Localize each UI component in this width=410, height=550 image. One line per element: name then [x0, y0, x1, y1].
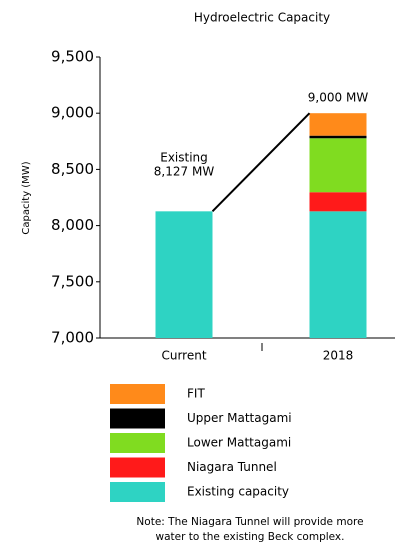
legend-label: FIT [187, 387, 205, 401]
y-tick-label: 9,000 [51, 104, 94, 122]
y-axis-label: Capacity (MW) [21, 161, 32, 234]
annotation: 9,000 MW [308, 91, 369, 105]
legend-swatch [110, 433, 165, 453]
bar-segment [309, 192, 367, 212]
bar-segment [309, 113, 367, 136]
note: water to the existing Beck complex. [156, 531, 345, 543]
bar-segment [155, 211, 213, 338]
y-tick-label: 9,500 [51, 48, 94, 66]
bar-segment [309, 135, 367, 139]
legend-swatch [110, 457, 165, 478]
x-tick-label: 2018 [323, 349, 354, 363]
connector [211, 112, 311, 213]
legend-label: Niagara Tunnel [187, 460, 277, 474]
annotation: Existing [160, 151, 208, 165]
y-tick-label: 8,000 [51, 216, 94, 234]
chart-title: Hydroelectric Capacity [194, 11, 330, 25]
annotation: 8,127 MW [154, 165, 215, 179]
x-tick-label: Current [161, 349, 206, 363]
legend-swatch [110, 408, 165, 429]
legend-label: Lower Mattagami [187, 436, 291, 450]
note: Note: The Niagara Tunnel will provide mo… [136, 516, 363, 528]
y-tick-label: 8,500 [51, 160, 94, 178]
legend-swatch [110, 482, 165, 502]
y-tick-label: 7,000 [51, 329, 94, 347]
legend-label: Upper Mattagami [187, 411, 292, 425]
legend-swatch [110, 384, 165, 404]
bar-segment [309, 138, 367, 193]
bar-segment [309, 211, 367, 338]
legend-label: Existing capacity [187, 485, 289, 499]
y-tick-label: 7,500 [51, 272, 94, 290]
